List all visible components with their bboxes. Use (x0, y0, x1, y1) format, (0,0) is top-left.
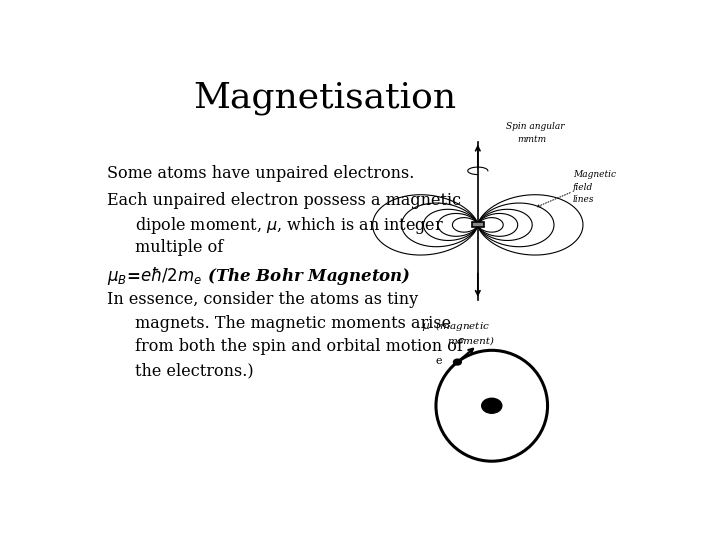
Text: moment): moment) (447, 336, 494, 346)
Text: $\mu_B$=$e\hbar/2m_e$ (The Bohr Magneton): $\mu_B$=$e\hbar/2m_e$ (The Bohr Magneton… (107, 265, 410, 287)
Text: In essence, consider the atoms as tiny: In essence, consider the atoms as tiny (107, 292, 418, 308)
Text: from both the spin and orbital motion of: from both the spin and orbital motion of (135, 339, 462, 355)
Text: $\mu$  (magnetic: $\mu$ (magnetic (422, 319, 490, 333)
Text: lines: lines (572, 195, 594, 204)
Text: Each unpaired electron possess a magnetic: Each unpaired electron possess a magneti… (107, 192, 461, 208)
Text: e: e (436, 356, 442, 366)
Text: magnets. The magnetic moments arise: magnets. The magnetic moments arise (135, 315, 451, 332)
Text: the electrons.): the electrons.) (135, 362, 253, 379)
Text: Some atoms have unpaired electrons.: Some atoms have unpaired electrons. (107, 165, 414, 181)
Text: multiple of: multiple of (135, 239, 223, 255)
Text: Spin angular: Spin angular (505, 122, 564, 131)
Text: dipole moment, $\mu$, which is an integer: dipole moment, $\mu$, which is an intege… (135, 215, 444, 237)
Circle shape (482, 399, 502, 413)
Text: Magnetic: Magnetic (572, 170, 616, 179)
Bar (472, 222, 484, 227)
Text: field: field (572, 183, 593, 192)
Circle shape (454, 359, 462, 365)
Text: Magnetisation: Magnetisation (193, 82, 456, 116)
Text: mmtm: mmtm (517, 134, 546, 144)
